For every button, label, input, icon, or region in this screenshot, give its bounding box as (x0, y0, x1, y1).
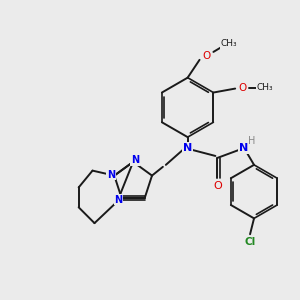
Text: N: N (131, 155, 139, 165)
Text: N: N (183, 143, 192, 153)
Text: N: N (115, 195, 123, 205)
Text: Cl: Cl (244, 237, 256, 247)
Text: N: N (107, 169, 116, 180)
Text: O: O (202, 51, 211, 61)
Text: O: O (213, 181, 222, 191)
Text: N: N (238, 143, 248, 153)
Text: CH₃: CH₃ (256, 83, 273, 92)
Text: H: H (248, 136, 256, 146)
Text: CH₃: CH₃ (221, 40, 238, 49)
Text: O: O (238, 82, 246, 93)
